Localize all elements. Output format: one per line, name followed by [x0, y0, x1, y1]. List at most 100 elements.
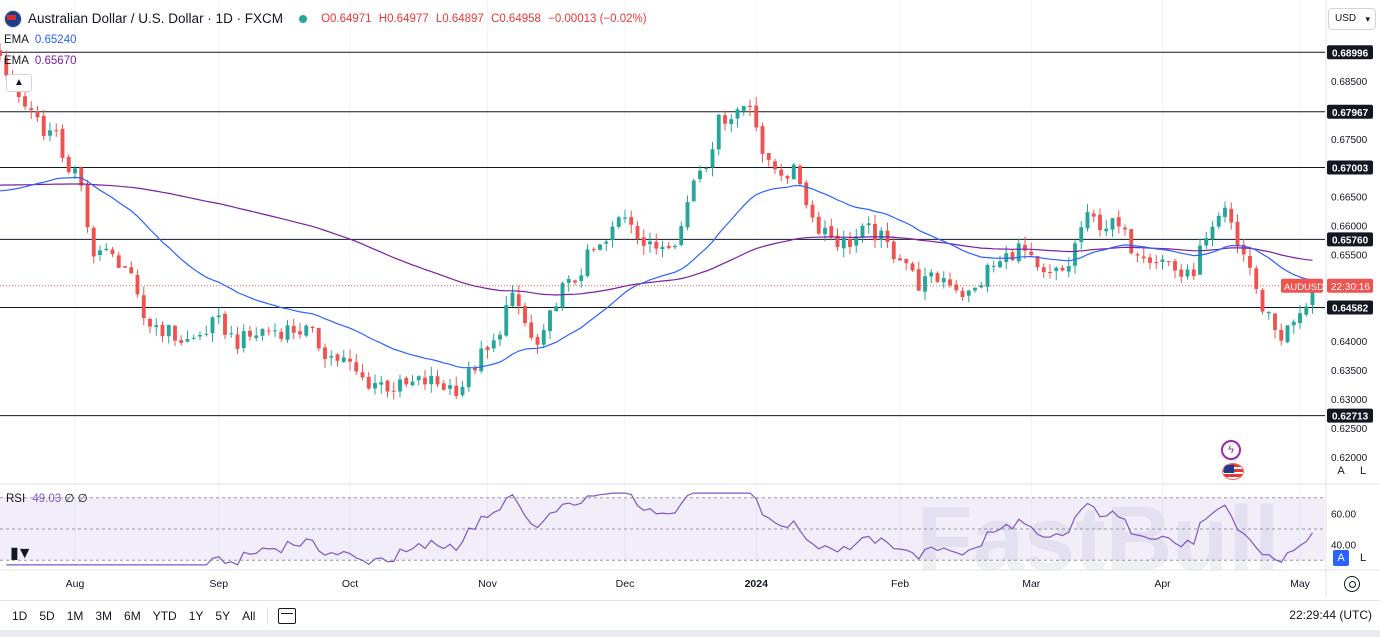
candle-up: [241, 331, 246, 349]
price-tick-label: 0.68500: [1331, 77, 1368, 88]
ohlc-change: −0.00013 (−0.02%): [548, 12, 647, 25]
us-flag-icon[interactable]: [1222, 463, 1244, 480]
rsi-legend[interactable]: RSI 49.03 ∅ ∅: [6, 491, 88, 505]
candle-up: [991, 265, 996, 267]
candle-down: [29, 108, 34, 111]
candle-down: [223, 313, 227, 335]
candle-down: [916, 269, 921, 291]
level-price-tag: [1327, 45, 1373, 60]
candle-up: [566, 278, 571, 283]
candle-down: [60, 128, 65, 158]
range-button-6m[interactable]: 6M: [124, 608, 141, 623]
candle-down: [935, 273, 940, 282]
range-button-1d[interactable]: 1D: [12, 608, 28, 623]
candle-down: [116, 255, 121, 268]
candle-down: [1048, 272, 1052, 274]
candle-down: [348, 358, 352, 362]
range-button-1y[interactable]: 1Y: [188, 608, 204, 623]
calendar-icon[interactable]: [278, 607, 297, 624]
range-button-ytd[interactable]: YTD: [152, 608, 177, 623]
candle-down: [1141, 256, 1146, 259]
candle-up: [1198, 245, 1202, 275]
candle-up: [729, 119, 734, 124]
candle-up: [691, 180, 696, 202]
candle-down: [754, 105, 759, 128]
range-button-5d[interactable]: 5D: [39, 608, 55, 623]
watermark-text: FastBull: [917, 488, 1280, 590]
candle-up: [216, 315, 221, 318]
candle-up: [610, 226, 615, 241]
candle-down: [1010, 252, 1015, 261]
rsi-auto-scale-button[interactable]: A: [1333, 550, 1349, 566]
candle-down: [748, 105, 752, 108]
settings-gear-icon[interactable]: [1344, 576, 1360, 592]
collapse-legend-button[interactable]: ▲: [6, 74, 32, 92]
rsi-log-scale-button[interactable]: L: [1359, 552, 1367, 564]
range-button-3m[interactable]: 3M: [95, 608, 113, 623]
candle-up: [154, 325, 159, 328]
candle-up: [466, 368, 471, 388]
ohlc-values: O0.64971 H0.64977 L0.64897 C0.64958 −0.0…: [321, 9, 651, 29]
candle-down: [441, 383, 446, 390]
candle-down: [135, 274, 140, 295]
range-button-1m[interactable]: 1M: [66, 608, 84, 623]
candle-down: [535, 336, 540, 345]
candle-down: [0, 50, 2, 56]
candle-down: [354, 362, 359, 372]
candle-down: [904, 259, 909, 264]
candle-down: [310, 326, 315, 328]
candle-down: [1129, 229, 1134, 254]
rsi-tick-label: 40.00: [1331, 541, 1356, 552]
candle-up: [1304, 306, 1309, 315]
candle-up: [498, 334, 502, 340]
ema-fast-legend[interactable]: EMA 0.65240: [4, 29, 651, 50]
candle-down: [1123, 227, 1127, 230]
candle-down: [954, 284, 959, 291]
candle-down: [723, 115, 727, 124]
time-tick-label: Mar: [1022, 578, 1041, 590]
candle-down: [898, 258, 902, 261]
log-scale-button[interactable]: L: [1359, 465, 1367, 477]
currency-select[interactable]: USD: [1328, 8, 1376, 30]
candle-down: [816, 216, 821, 234]
symbol-title[interactable]: Australian Dollar / U.S. Dollar · 1D · F…: [28, 10, 284, 26]
candle-down: [23, 96, 27, 107]
candle-up: [585, 249, 590, 277]
range-button-5y[interactable]: 5Y: [215, 608, 231, 623]
candle-down: [385, 380, 390, 392]
candle-up: [623, 217, 627, 219]
ema-slow-legend[interactable]: EMA 0.65670: [4, 50, 651, 71]
candle-up: [510, 292, 515, 307]
candle-up: [448, 385, 452, 389]
candle-down: [948, 279, 952, 286]
time-tick-label: Sep: [209, 578, 228, 590]
candle-up: [791, 164, 796, 180]
candle-down: [110, 249, 115, 255]
level-price-tag: [1327, 104, 1373, 119]
candle-down: [66, 156, 71, 172]
lightning-icon[interactable]: ϟ: [1221, 440, 1241, 460]
candle-down: [573, 280, 577, 283]
candle-down: [41, 115, 46, 136]
ohlc-high: H0.64977: [378, 12, 429, 25]
tradingview-logo-icon[interactable]: ▮▼: [10, 545, 33, 562]
candle-up: [854, 236, 859, 246]
candle-up: [1266, 312, 1271, 314]
range-button-all[interactable]: All: [242, 608, 256, 623]
utc-clock[interactable]: 22:29:44 (UTC): [1289, 608, 1372, 622]
candle-down: [1041, 267, 1046, 273]
price-tick-label: 0.66500: [1331, 193, 1368, 204]
level-price-label: 0.65760: [1332, 235, 1369, 246]
auto-scale-button[interactable]: A: [1337, 465, 1345, 477]
countdown-label: 22:30:16: [1331, 282, 1370, 293]
candle-down: [316, 327, 321, 349]
candle-down: [391, 390, 396, 392]
candle-down: [848, 238, 852, 247]
candle-up: [616, 217, 621, 227]
candle-down: [873, 223, 877, 241]
candle-down: [235, 334, 240, 349]
candle-up: [1291, 321, 1296, 326]
price-tick-label: 0.62000: [1331, 453, 1368, 464]
